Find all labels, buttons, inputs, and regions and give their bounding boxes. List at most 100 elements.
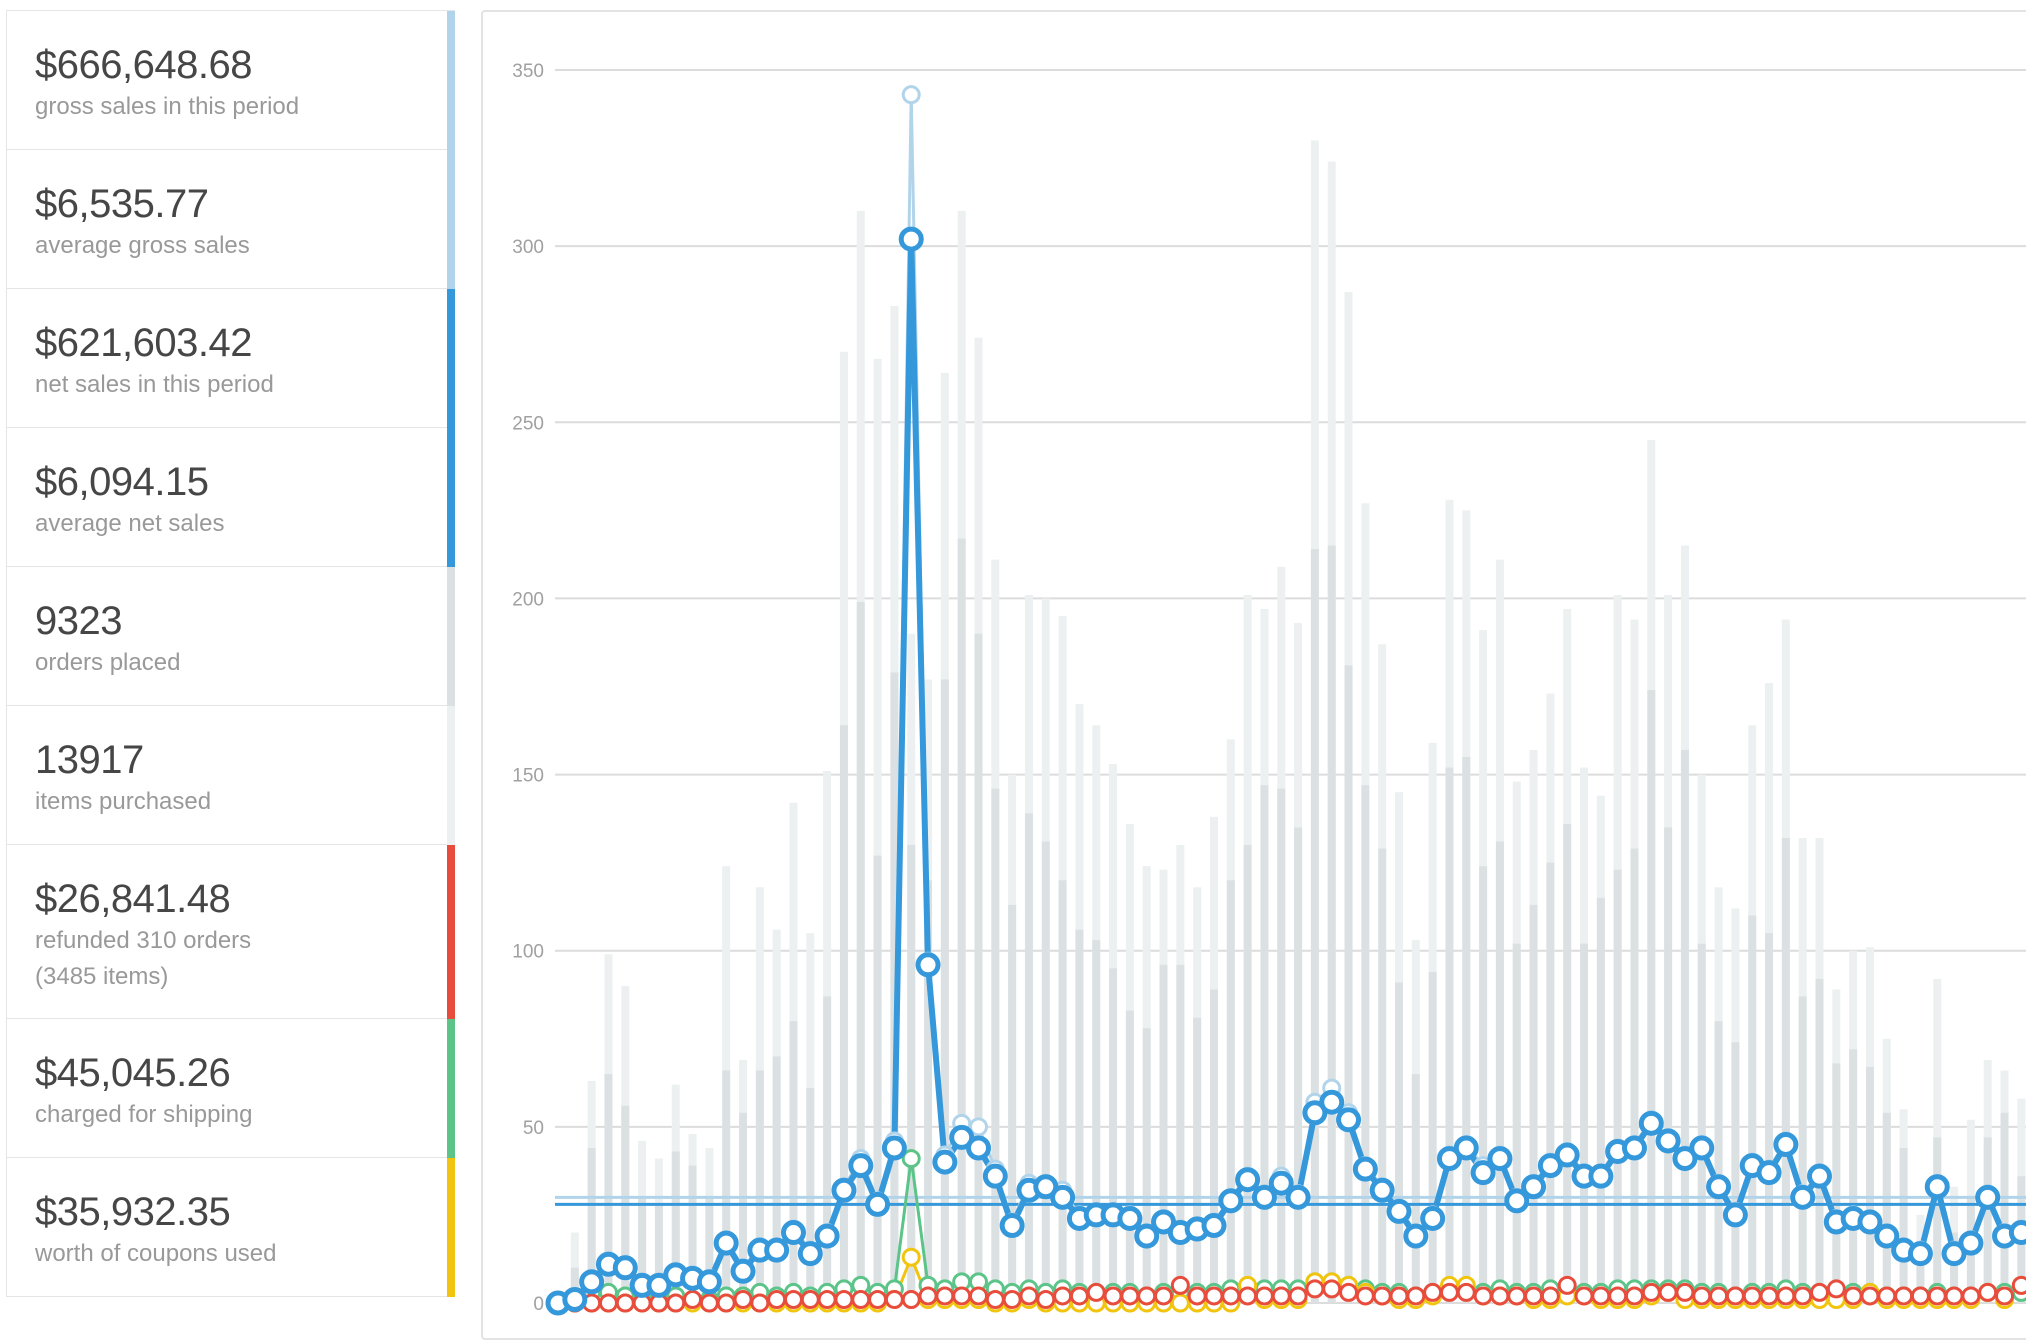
orders-bar (1916, 1243, 1925, 1303)
refunds-point (1574, 1286, 1594, 1306)
refunds-point (1709, 1286, 1729, 1306)
orders-bar (1798, 996, 1807, 1303)
net-sales-point (1268, 1170, 1294, 1196)
net-sales-point (1773, 1131, 1799, 1157)
refunds-point (1204, 1286, 1224, 1306)
orders-bar (654, 1204, 663, 1303)
refunds-point (733, 1289, 753, 1309)
legend-label: charged for shipping (35, 1101, 253, 1128)
net-sales-point (1050, 1184, 1076, 1210)
refunds-point (615, 1293, 635, 1313)
net-sales-point (2008, 1220, 2026, 1246)
net-sales-point (932, 1149, 958, 1175)
net-sales-point (1672, 1146, 1698, 1172)
y-tick-label: 200 (512, 589, 544, 610)
refunds-point (1036, 1289, 1056, 1309)
refunds-point (699, 1293, 719, 1313)
legend-color-strip (447, 150, 455, 289)
orders-bar (1462, 756, 1471, 1303)
refunds-point (1271, 1286, 1291, 1306)
refunds-point (1540, 1286, 1560, 1306)
y-tick-label: 100 (512, 942, 544, 963)
orders-bar (1596, 897, 1605, 1303)
legend-label: worth of coupons used (35, 1240, 277, 1267)
orders-bar (789, 1021, 798, 1303)
coupons-point (1170, 1293, 1190, 1313)
refunds-point (1910, 1286, 1930, 1306)
orders-bar (570, 1267, 579, 1303)
orders-bar (1294, 827, 1303, 1303)
orders-bar (1714, 1021, 1723, 1303)
orders-bar (1226, 880, 1235, 1303)
orders-bar (1193, 1017, 1202, 1303)
orders-bar (1731, 1042, 1740, 1303)
net-sales-point (881, 1135, 907, 1161)
refunds-point (666, 1293, 686, 1313)
legend-item-average-gross-sales[interactable]: $6,535.77 average gross sales (6, 150, 455, 289)
orders-bar (1243, 845, 1252, 1303)
orders-bar (974, 633, 983, 1303)
orders-bar (1697, 943, 1706, 1303)
refunds-point (1389, 1286, 1409, 1306)
y-tick-label: 350 (512, 61, 544, 82)
orders-bar (1142, 1028, 1151, 1303)
net-sales-point (696, 1269, 722, 1295)
refunds-point (1288, 1286, 1308, 1306)
orders-bar (1159, 964, 1168, 1303)
orders-bar (856, 601, 865, 1303)
net-sales-point (730, 1258, 756, 1284)
net-sales-point (646, 1272, 672, 1298)
legend-label: net sales in this period (35, 371, 274, 398)
legend-item-gross-sales[interactable]: $666,648.68 gross sales in this period (6, 11, 455, 150)
legend-color-strip (447, 289, 455, 428)
refunds-point (868, 1289, 888, 1309)
orders-bar (1664, 827, 1673, 1303)
refunds-point (901, 1289, 921, 1309)
chart-legend: $666,648.68 gross sales in this period $6,… (6, 10, 455, 1297)
net-sales-point (1487, 1146, 1513, 1172)
orders-bar (1092, 940, 1101, 1303)
orders-bar (1024, 813, 1033, 1303)
orders-bar (604, 1074, 613, 1303)
refunds-point (1524, 1286, 1544, 1306)
refunds-point (1103, 1286, 1123, 1306)
net-sales-point (1521, 1174, 1547, 1200)
items-bar (873, 358, 882, 1304)
net-sales-point (1235, 1167, 1261, 1193)
net-sales-point (1722, 1202, 1748, 1228)
refunds-point (935, 1286, 955, 1306)
orders-bar (1983, 1137, 1992, 1303)
orders-bar (1748, 915, 1757, 1303)
legend-item-shipping[interactable]: $45,045.26 charged for shipping (6, 1019, 455, 1158)
orders-bar (873, 855, 882, 1303)
net-sales-point (1453, 1135, 1479, 1161)
legend-item-coupons[interactable]: $35,932.35 worth of coupons used (6, 1158, 455, 1297)
legend-item-net-sales[interactable]: $621,603.42 net sales in this period (6, 289, 455, 428)
refunds-point (1641, 1282, 1661, 1302)
net-sales-point (1958, 1230, 1984, 1256)
net-sales-point (1537, 1153, 1563, 1179)
orders-bar (1933, 1137, 1942, 1303)
refunds-point (1322, 1279, 1342, 1299)
net-sales-point (1554, 1142, 1580, 1168)
orders-bar (1260, 785, 1269, 1303)
orders-bar (1529, 904, 1538, 1303)
refunds-point (969, 1286, 988, 1306)
net-sales-point (966, 1135, 991, 1161)
orders-bar (1680, 749, 1689, 1303)
net-sales-point (562, 1286, 588, 1312)
refunds-point (817, 1289, 837, 1309)
net-sales-point (1352, 1156, 1378, 1182)
legend-item-average-net-sales[interactable]: $6,094.15 average net sales (6, 428, 455, 567)
legend-item-items-purchased[interactable]: 13917 items purchased (6, 706, 455, 845)
legend-item-orders-placed[interactable]: 9323 orders placed (6, 567, 455, 706)
orders-bar (1058, 880, 1067, 1303)
refunds-point (1759, 1286, 1779, 1306)
refunds-point (1019, 1286, 1039, 1306)
refunds-point (1372, 1286, 1392, 1306)
orders-bar (722, 1070, 731, 1303)
refunds-point (800, 1289, 820, 1309)
legend-item-refunds[interactable]: $26,841.48 refunded 310 orders (3485 items… (6, 845, 455, 1019)
refunds-point (716, 1293, 736, 1313)
legend-value: $621,603.42 (35, 321, 252, 365)
